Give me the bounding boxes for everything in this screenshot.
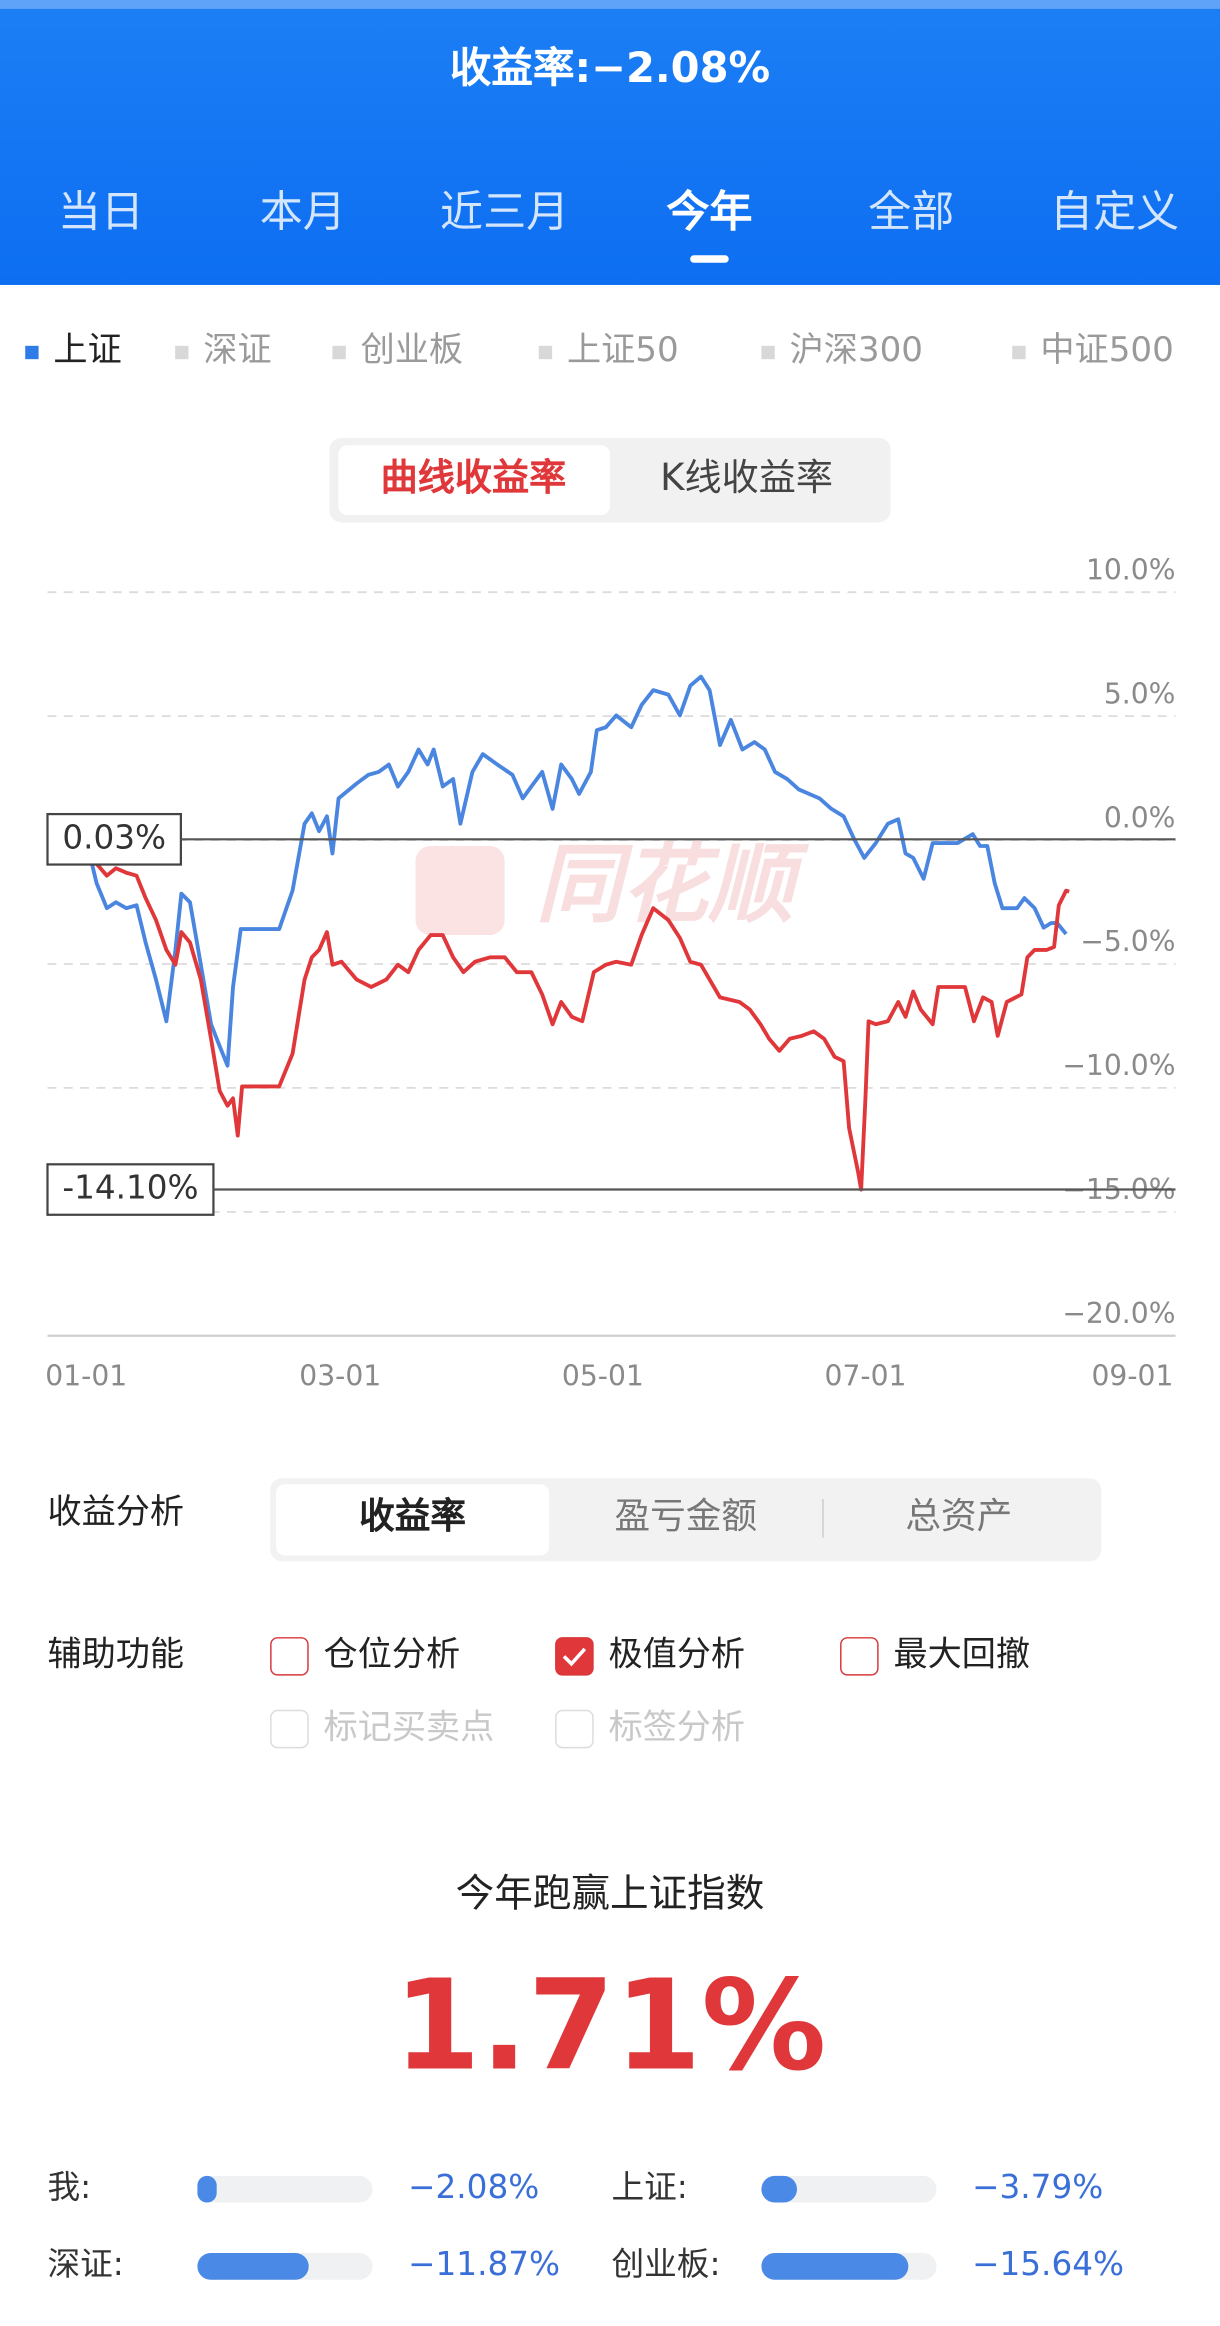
period-tab[interactable]: 近三月	[440, 186, 570, 237]
compare-value: −11.87%	[408, 2246, 561, 2284]
analysis-option[interactable]: 总资产	[905, 1495, 1013, 1538]
period-tab[interactable]: 今年	[666, 186, 753, 237]
tab-indicator	[690, 255, 729, 263]
index-marker	[761, 345, 775, 360]
compare-bar	[761, 2253, 909, 2280]
checkbox	[555, 1709, 594, 1749]
checkbox[interactable]	[270, 1637, 309, 1676]
index-tab[interactable]: 沪深300	[789, 331, 924, 370]
compare-name: 创业板:	[611, 2246, 721, 2284]
analysis-label: 收益分析	[47, 1493, 185, 1532]
y-tick-label: 10.0%	[1086, 553, 1176, 586]
checkmark-path	[562, 1647, 587, 1667]
compare-bar	[197, 2253, 310, 2280]
y-tick-label: 0.0%	[1104, 801, 1176, 834]
period-tab[interactable]: 当日	[57, 186, 144, 237]
x-tick-label: 01-01	[45, 1359, 127, 1392]
segment-divider	[822, 1499, 824, 1538]
assist-option[interactable]: 仓位分析	[323, 1635, 461, 1675]
index-tab[interactable]: 深证	[203, 331, 272, 370]
period-tab[interactable]: 本月	[259, 186, 346, 237]
checkbox[interactable]	[555, 1637, 594, 1676]
checkbox[interactable]	[840, 1637, 879, 1676]
annotation-label: -14.10%	[62, 1169, 198, 1207]
checkmark	[562, 1647, 587, 1667]
compare-bar	[761, 2175, 798, 2203]
compare-track	[197, 2175, 373, 2203]
compare-value: −2.08%	[408, 2169, 540, 2207]
summary-value: 1.71%	[393, 1952, 827, 2099]
index-marker	[538, 345, 553, 360]
assist-option[interactable]: 最大回撤	[893, 1635, 1031, 1675]
mode-option[interactable]: 曲线收益率	[380, 455, 567, 499]
mode-selected-bg	[338, 445, 611, 516]
header-title: 收益率:−2.08%	[449, 43, 771, 93]
index-marker	[332, 345, 346, 360]
period-tab[interactable]: 全部	[868, 186, 955, 237]
compare-value: −3.79%	[972, 2169, 1104, 2207]
index-tab[interactable]: 中证500	[1040, 331, 1174, 370]
chart: 同花顺10.0%5.0%0.0%−5.0%−10.0%−15.0%−20.0%0…	[45, 553, 1176, 1392]
x-tick-label: 07-01	[825, 1359, 907, 1392]
compare-name: 我:	[47, 2169, 92, 2207]
status-strip	[0, 0, 1220, 9]
index-marker	[1012, 345, 1026, 360]
assist-option[interactable]: 极值分析	[608, 1635, 746, 1675]
checkbox	[270, 1709, 309, 1749]
y-tick-label: −5.0%	[1080, 925, 1175, 958]
index-marker	[175, 345, 189, 360]
index-tab[interactable]: 上证50	[566, 331, 679, 370]
assist-label: 辅助功能	[47, 1635, 185, 1675]
header-bar	[0, 0, 1220, 285]
compare-name: 上证:	[611, 2169, 688, 2207]
annotation-box	[46, 1163, 215, 1216]
analysis-option[interactable]: 盈亏金额	[614, 1495, 757, 1538]
compare-bar	[197, 2175, 217, 2203]
x-tick-label: 05-01	[562, 1359, 644, 1392]
line-series	[84, 674, 1068, 1068]
analysis-option[interactable]: 收益率	[359, 1495, 467, 1538]
assist-option: 标记买卖点	[323, 1708, 495, 1748]
y-tick-label: −20.0%	[1062, 1297, 1175, 1330]
segment-selected-bg	[276, 1484, 550, 1556]
y-tick-label: −10.0%	[1062, 1049, 1175, 1082]
compare-value: −15.64%	[972, 2246, 1125, 2284]
annotation-label: 0.03%	[62, 818, 166, 856]
watermark: 同花顺	[536, 835, 810, 935]
index-tab[interactable]: 上证	[53, 331, 122, 370]
mode-option[interactable]: K线收益率	[660, 455, 833, 499]
watermark-icon	[415, 845, 505, 936]
summary-title: 今年跑赢上证指数	[455, 1872, 765, 1917]
index-marker	[25, 345, 39, 360]
annotation-box	[46, 812, 182, 866]
period-tab[interactable]: 自定义	[1050, 186, 1180, 237]
x-tick-label: 09-01	[1091, 1359, 1173, 1392]
assist-option: 标签分析	[608, 1708, 746, 1748]
index-tab[interactable]: 创业板	[360, 331, 464, 370]
y-tick-label: 5.0%	[1104, 677, 1176, 710]
x-tick-label: 03-01	[299, 1359, 381, 1392]
line-series	[84, 838, 1070, 1192]
compare-name: 深证:	[47, 2246, 124, 2284]
